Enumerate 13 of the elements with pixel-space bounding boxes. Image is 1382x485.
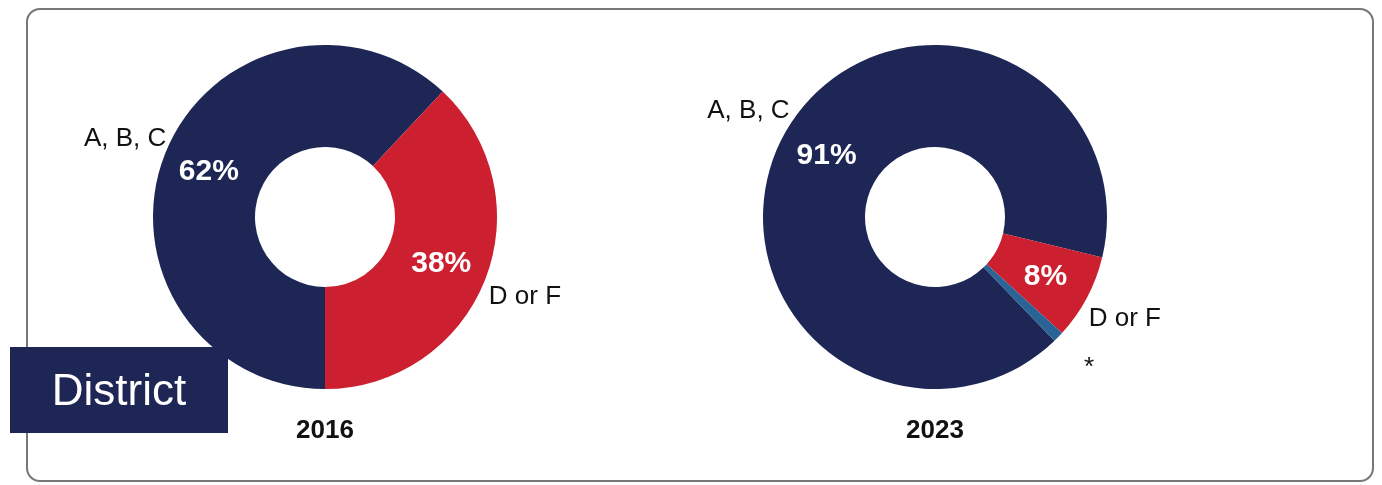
- slice-label: *: [1084, 350, 1095, 381]
- slice-label: A, B, C: [83, 121, 167, 152]
- slice-label: D or F: [488, 280, 562, 311]
- text: 2023: [906, 414, 964, 444]
- data-label: 8%: [1023, 257, 1068, 291]
- data-label: 91%: [796, 136, 857, 170]
- text: District: [10, 347, 228, 433]
- data-label: 38%: [411, 245, 472, 279]
- donut-slice: [763, 45, 1107, 389]
- slice-label: D or F: [1088, 301, 1161, 332]
- text: 2016: [296, 414, 354, 444]
- slice-label: A, B, C: [707, 94, 790, 125]
- data-label: 62%: [178, 152, 239, 186]
